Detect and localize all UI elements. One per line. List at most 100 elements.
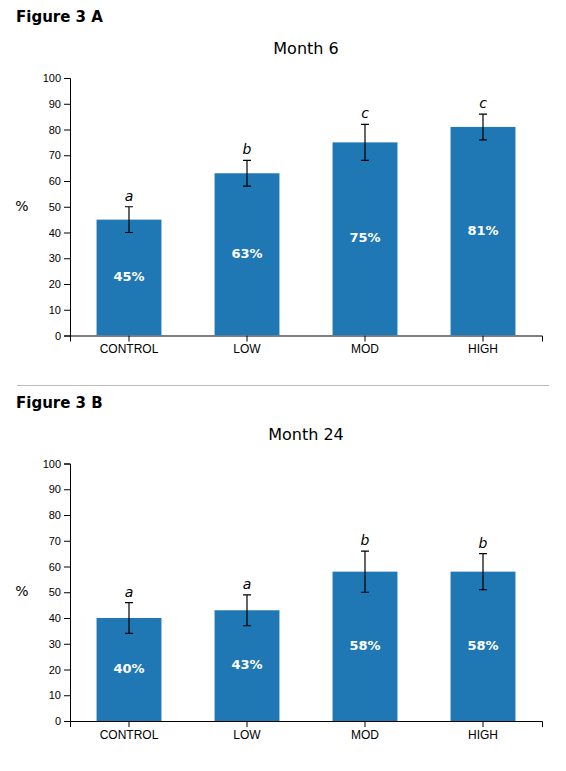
y-tick: 40 — [49, 227, 70, 239]
y-tick-label: 30 — [49, 252, 61, 264]
y-tick-mark — [64, 489, 70, 490]
plot-area — [97, 551, 516, 721]
y-tick-mark — [64, 567, 70, 568]
y-tick: 100 — [43, 72, 70, 84]
y-tick: 10 — [49, 304, 70, 316]
y-tick: 80 — [49, 509, 70, 521]
y-tick-mark — [64, 130, 70, 131]
significance-label: b — [243, 141, 252, 157]
y-tick: 100 — [43, 458, 70, 470]
x-tick: HIGH — [468, 721, 498, 742]
bar — [215, 173, 280, 335]
y-tick-mark — [64, 181, 70, 182]
y-tick-label: 100 — [43, 72, 61, 84]
y-tick: 60 — [49, 561, 70, 573]
y-tick-label: 70 — [49, 535, 61, 547]
y-tick-mark — [64, 284, 70, 285]
x-tick-label: LOW — [233, 728, 261, 742]
bar — [97, 220, 162, 336]
panel: Figure 3 AMonth 60102030405060708090100%… — [15, 8, 542, 356]
data-label: 45% — [113, 269, 144, 284]
y-tick: 0 — [55, 330, 70, 342]
data-label: 58% — [349, 638, 380, 653]
y-tick-label: 10 — [49, 689, 61, 701]
y-tick: 60 — [49, 175, 70, 187]
data-label: 75% — [349, 230, 380, 245]
y-tick: 30 — [49, 252, 70, 264]
x-tick-label: CONTROL — [100, 342, 159, 356]
y-tick: 70 — [49, 149, 70, 161]
x-tick-mark — [129, 721, 130, 727]
y-tick-label: 20 — [49, 664, 61, 676]
error-bar — [125, 603, 133, 634]
panel: Figure 3 BMonth 240102030405060708090100… — [15, 394, 542, 742]
y-tick: 20 — [49, 664, 70, 676]
significance-label: a — [243, 576, 252, 592]
y-tick-label: 50 — [49, 201, 61, 213]
y-axis: 0102030405060708090100 — [43, 72, 71, 342]
x-tick-label: CONTROL — [100, 728, 159, 742]
y-tick-mark — [64, 258, 70, 259]
y-tick-label: 30 — [49, 638, 61, 650]
x-axis-line — [71, 336, 543, 342]
y-tick-label: 40 — [49, 227, 61, 239]
error-bar — [479, 114, 487, 140]
x-axis: CONTROLLOWMODHIGH — [71, 336, 543, 357]
x-tick-mark — [483, 721, 484, 727]
y-tick-mark — [64, 541, 70, 542]
y-tick-label: 90 — [49, 98, 61, 110]
panel-title: Month 6 — [273, 39, 338, 58]
x-tick: CONTROL — [100, 336, 159, 357]
significance-label: b — [361, 532, 370, 548]
y-tick: 80 — [49, 124, 70, 136]
plot-area — [97, 114, 516, 335]
y-tick: 90 — [49, 98, 70, 110]
y-tick-label: 100 — [43, 458, 61, 470]
y-tick: 90 — [49, 483, 70, 495]
x-tick-label: MOD — [351, 342, 379, 356]
x-tick: MOD — [351, 721, 379, 742]
x-tick-mark — [129, 336, 130, 342]
y-tick-label: 0 — [55, 715, 61, 727]
y-axis-title: % — [15, 198, 28, 214]
y-tick: 30 — [49, 638, 70, 650]
error-bar — [125, 207, 133, 233]
y-tick: 50 — [49, 586, 70, 598]
y-tick-label: 0 — [55, 330, 61, 342]
x-tick-mark — [247, 721, 248, 727]
y-tick-mark — [64, 155, 70, 156]
data-label: 58% — [467, 638, 498, 653]
x-tick-mark — [365, 336, 366, 342]
y-tick-mark — [64, 310, 70, 311]
y-tick: 70 — [49, 535, 70, 547]
y-tick-mark — [64, 721, 70, 722]
y-tick-mark — [64, 592, 70, 593]
significance-label: c — [479, 95, 487, 111]
y-axis-title: % — [15, 583, 28, 599]
significance-label: c — [361, 105, 369, 121]
error-bar — [361, 551, 369, 592]
y-tick-mark — [64, 336, 70, 337]
y-tick-mark — [64, 618, 70, 619]
divider — [17, 385, 549, 386]
panel-title: Month 24 — [268, 425, 344, 444]
bar — [333, 142, 398, 335]
significance-label: a — [125, 584, 134, 600]
bar — [451, 572, 516, 721]
y-tick-label: 80 — [49, 124, 61, 136]
x-tick-label: HIGH — [468, 342, 498, 356]
bar — [215, 610, 280, 721]
y-tick-mark — [64, 515, 70, 516]
x-tick: HIGH — [468, 336, 498, 357]
x-tick: LOW — [233, 721, 261, 742]
error-bar — [479, 554, 487, 590]
significance-label: a — [125, 188, 134, 204]
y-tick-label: 90 — [49, 483, 61, 495]
y-tick: 40 — [49, 612, 70, 624]
y-tick-label: 40 — [49, 612, 61, 624]
x-tick-label: MOD — [351, 728, 379, 742]
y-tick-label: 70 — [49, 149, 61, 161]
y-tick: 0 — [55, 715, 70, 727]
y-tick-label: 60 — [49, 175, 61, 187]
x-tick-label: HIGH — [468, 728, 498, 742]
